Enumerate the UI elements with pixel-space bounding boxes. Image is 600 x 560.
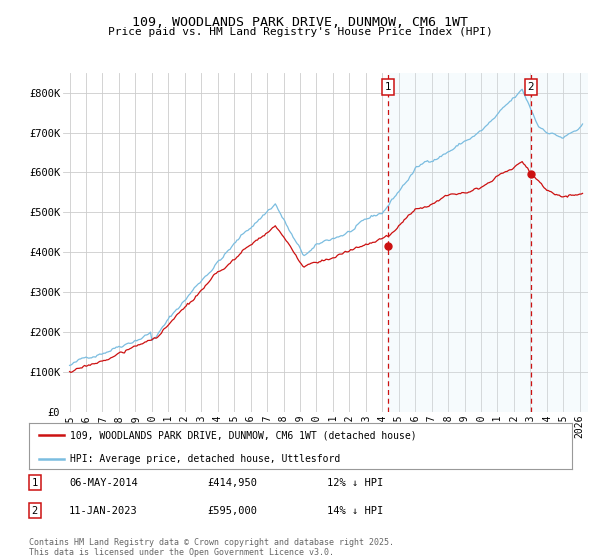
Text: 06-MAY-2014: 06-MAY-2014 xyxy=(69,478,138,488)
Text: £595,000: £595,000 xyxy=(207,506,257,516)
Text: 11-JAN-2023: 11-JAN-2023 xyxy=(69,506,138,516)
Text: 2: 2 xyxy=(528,82,535,92)
Text: Price paid vs. HM Land Registry's House Price Index (HPI): Price paid vs. HM Land Registry's House … xyxy=(107,27,493,37)
Text: 1: 1 xyxy=(385,82,391,92)
Text: 109, WOODLANDS PARK DRIVE, DUNMOW, CM6 1WT (detached house): 109, WOODLANDS PARK DRIVE, DUNMOW, CM6 1… xyxy=(70,430,416,440)
Text: 109, WOODLANDS PARK DRIVE, DUNMOW, CM6 1WT: 109, WOODLANDS PARK DRIVE, DUNMOW, CM6 1… xyxy=(132,16,468,29)
Text: 1: 1 xyxy=(32,478,38,488)
Bar xyxy=(388,73,590,412)
Text: 14% ↓ HPI: 14% ↓ HPI xyxy=(327,506,383,516)
Text: HPI: Average price, detached house, Uttlesford: HPI: Average price, detached house, Uttl… xyxy=(70,454,340,464)
Text: 2: 2 xyxy=(32,506,38,516)
Text: £414,950: £414,950 xyxy=(207,478,257,488)
Text: 12% ↓ HPI: 12% ↓ HPI xyxy=(327,478,383,488)
Text: Contains HM Land Registry data © Crown copyright and database right 2025.
This d: Contains HM Land Registry data © Crown c… xyxy=(29,538,394,557)
